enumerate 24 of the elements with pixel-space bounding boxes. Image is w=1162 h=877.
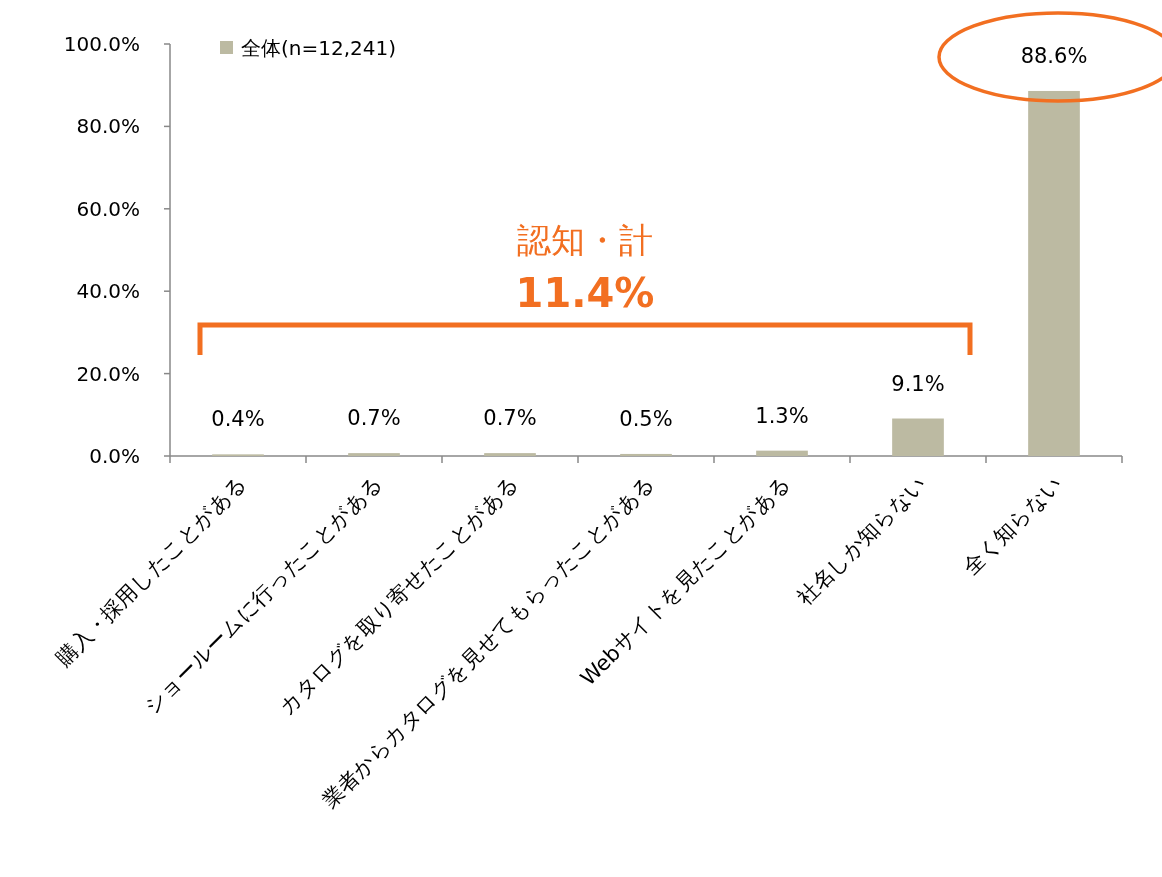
data-label: 0.7% bbox=[347, 406, 401, 431]
data-label: 88.6% bbox=[1020, 43, 1088, 68]
y-tick-label: 20.0% bbox=[76, 361, 140, 386]
data-label: 0.4% bbox=[211, 407, 265, 432]
bar bbox=[892, 418, 944, 456]
annotation: 認知・計 bbox=[517, 220, 653, 260]
bar bbox=[484, 453, 536, 456]
bar bbox=[620, 453, 672, 456]
bar bbox=[756, 450, 808, 456]
annotation: 11.4% bbox=[515, 270, 655, 316]
data-label: 0.5% bbox=[619, 406, 673, 431]
y-tick-label: 100.0% bbox=[63, 32, 140, 56]
y-tick-label: 0.0% bbox=[89, 444, 140, 468]
y-tick-label: 80.0% bbox=[76, 114, 140, 139]
x-tick-label: 全く知らない bbox=[958, 470, 1068, 580]
x-tick-label: 社名しか知らない bbox=[792, 470, 932, 610]
legend-label: 全体(n=12,241) bbox=[241, 36, 397, 60]
y-tick-label: 60.0% bbox=[76, 196, 140, 221]
y-tick-label: 40.0% bbox=[76, 279, 140, 304]
data-label: 1.3% bbox=[755, 403, 809, 428]
bar bbox=[348, 453, 400, 456]
data-label: 0.7% bbox=[483, 406, 537, 431]
data-label: 9.1% bbox=[891, 371, 945, 396]
bar bbox=[1028, 90, 1080, 456]
